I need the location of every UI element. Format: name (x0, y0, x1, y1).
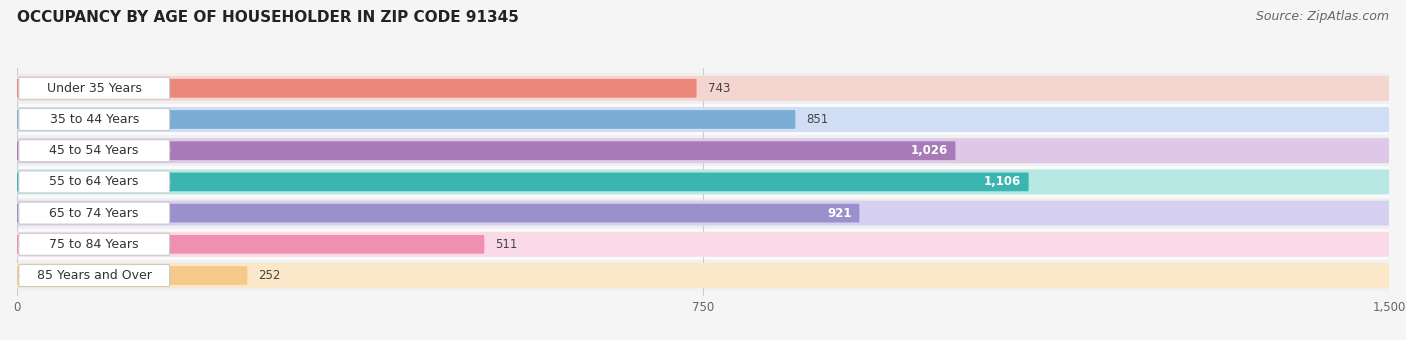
FancyBboxPatch shape (17, 172, 1029, 191)
Text: 35 to 44 Years: 35 to 44 Years (49, 113, 139, 126)
FancyBboxPatch shape (18, 77, 170, 99)
Text: 252: 252 (259, 269, 281, 282)
FancyBboxPatch shape (17, 232, 1389, 257)
FancyBboxPatch shape (17, 266, 247, 285)
Text: 1,026: 1,026 (911, 144, 948, 157)
FancyBboxPatch shape (17, 141, 956, 160)
FancyBboxPatch shape (18, 233, 170, 255)
Bar (17, 135, 1389, 166)
FancyBboxPatch shape (17, 235, 484, 254)
FancyBboxPatch shape (17, 263, 1389, 288)
Text: 511: 511 (495, 238, 517, 251)
FancyBboxPatch shape (17, 76, 1389, 101)
Text: Source: ZipAtlas.com: Source: ZipAtlas.com (1256, 10, 1389, 23)
FancyBboxPatch shape (17, 169, 1389, 194)
Bar (17, 198, 1389, 229)
Text: 851: 851 (807, 113, 828, 126)
FancyBboxPatch shape (18, 171, 170, 193)
FancyBboxPatch shape (18, 108, 170, 131)
Bar (17, 229, 1389, 260)
Text: Under 35 Years: Under 35 Years (46, 82, 142, 95)
Text: 65 to 74 Years: 65 to 74 Years (49, 207, 139, 220)
Text: OCCUPANCY BY AGE OF HOUSEHOLDER IN ZIP CODE 91345: OCCUPANCY BY AGE OF HOUSEHOLDER IN ZIP C… (17, 10, 519, 25)
Bar (17, 260, 1389, 291)
Text: 1,106: 1,106 (984, 175, 1021, 188)
Bar (17, 166, 1389, 198)
Text: 85 Years and Over: 85 Years and Over (37, 269, 152, 282)
Bar (17, 73, 1389, 104)
Text: 45 to 54 Years: 45 to 54 Years (49, 144, 139, 157)
FancyBboxPatch shape (17, 107, 1389, 132)
FancyBboxPatch shape (17, 138, 1389, 163)
FancyBboxPatch shape (17, 110, 796, 129)
Text: 743: 743 (707, 82, 730, 95)
Text: 75 to 84 Years: 75 to 84 Years (49, 238, 139, 251)
Text: 921: 921 (828, 207, 852, 220)
FancyBboxPatch shape (17, 79, 696, 98)
Text: 55 to 64 Years: 55 to 64 Years (49, 175, 139, 188)
FancyBboxPatch shape (17, 204, 859, 222)
FancyBboxPatch shape (18, 140, 170, 162)
Bar (17, 104, 1389, 135)
FancyBboxPatch shape (18, 202, 170, 224)
FancyBboxPatch shape (17, 201, 1389, 225)
FancyBboxPatch shape (18, 265, 170, 287)
